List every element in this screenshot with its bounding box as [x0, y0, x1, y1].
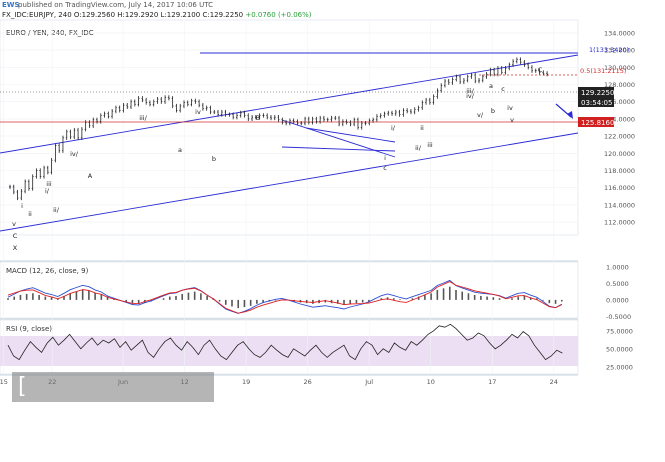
- fib-label-100: 1(133.3420): [589, 46, 629, 54]
- wave-label: ii/: [53, 206, 60, 214]
- time-tick: 17: [488, 378, 496, 386]
- wave-label: i/: [391, 124, 396, 132]
- price-grid: [0, 20, 578, 374]
- support-text: 125.8160: [581, 119, 614, 127]
- macd-panel-label: MACD (12, 26, close, 9): [6, 267, 89, 275]
- price-y-tick: 120.0000: [604, 150, 635, 158]
- wave-label: X: [13, 244, 18, 252]
- wave-label: iii: [427, 141, 433, 149]
- brand-logo: EWS: [2, 1, 20, 9]
- price-y-tick: 132.0000: [604, 47, 635, 55]
- wave-label: C: [13, 232, 18, 240]
- time-tick: Jul: [364, 378, 373, 386]
- wave-label: iv/: [70, 150, 79, 158]
- wedge-top: [281, 119, 396, 158]
- wave-label: iii/: [466, 87, 474, 95]
- wave-label: a: [489, 82, 493, 90]
- wave-label: v: [510, 116, 514, 124]
- wave-label: ii: [28, 210, 32, 218]
- wedge-mid: [305, 127, 396, 143]
- time-tick: 10: [427, 378, 435, 386]
- macd-y-tick: 0.0000: [606, 296, 629, 304]
- price-series: [9, 57, 549, 201]
- price-y-tick: 116.0000: [604, 184, 635, 192]
- wave-label: i/: [45, 187, 50, 195]
- wave-label: c: [383, 164, 387, 172]
- ohlc-open: O:129.2560: [73, 11, 116, 19]
- wave-label: ii/: [415, 144, 422, 152]
- signal-line: [7, 281, 563, 314]
- publish-info: published on TradingView.com, July 14, 2…: [18, 1, 213, 9]
- wave-label: c: [501, 85, 505, 93]
- time-tick: 15: [0, 378, 8, 386]
- rsi-band: [0, 336, 578, 366]
- ohlc-high: H:129.2920: [117, 11, 159, 19]
- price-y-tick: 118.0000: [604, 167, 635, 175]
- wedge-bottom: [281, 146, 396, 152]
- price-y-tick: 114.0000: [604, 201, 635, 209]
- watermark: [ www.instaforex.com ]: [12, 372, 241, 459]
- wave-label: i: [384, 154, 386, 162]
- wave-label: v: [12, 220, 16, 228]
- ohlc-delta: +0.0760: [245, 11, 276, 19]
- price-y-tick: 128.0000: [604, 81, 635, 89]
- price-y-tick: 134.0000: [604, 29, 635, 37]
- rsi-y-tick: 25.0000: [606, 363, 633, 371]
- price-y-axis: 112.0000 114.0000 116.0000 118.0000 120.0000…: [604, 29, 635, 226]
- wave-label: ii: [420, 124, 424, 132]
- ohlc-close: C:129.2250: [202, 11, 244, 19]
- wave-label: v/: [477, 111, 484, 119]
- wave-label: i: [21, 202, 23, 210]
- wave-label: b: [491, 107, 495, 115]
- wave-label: B: [256, 114, 260, 122]
- price-y-tick: 126.0000: [604, 98, 635, 106]
- last-price-badge: 129.2250: [578, 87, 614, 97]
- channel-lines: [0, 52, 579, 232]
- fib-label-100-text: 1(133.3420): [589, 46, 629, 54]
- macd-y-tick: 1.0000: [606, 263, 629, 271]
- wave-label: b: [212, 155, 216, 163]
- price-y-tick: 130.0000: [604, 64, 635, 72]
- price-y-tick: 122.0000: [604, 133, 635, 141]
- wave-label: iv: [195, 108, 201, 116]
- upper-channel-line: [0, 54, 579, 154]
- wave-label: iii: [46, 180, 52, 188]
- price-panel-frame: [0, 19, 579, 236]
- time-tick: 19: [242, 378, 250, 386]
- chart-area: EURO / YEN, 240, FX_IDC MACD (12, 26, cl…: [0, 19, 635, 386]
- rsi-y-tick: 75.0000: [606, 327, 633, 335]
- countdown-badge: 03:54:05: [578, 97, 614, 107]
- wave-label: iii/: [139, 114, 147, 122]
- support-badge: 125.8160: [578, 117, 614, 127]
- macd-series: 1.0000 0.5000 0.0000 -0.5000: [7, 263, 631, 321]
- wave-label: iv: [507, 104, 513, 112]
- rsi-line: [7, 323, 563, 361]
- wave-label: a: [178, 146, 182, 154]
- rsi-panel-label: RSI (9, close): [6, 325, 52, 333]
- price-y-tick: 112.0000: [604, 219, 635, 227]
- rsi-y-tick: 50.0000: [606, 345, 633, 353]
- time-tick: 24: [550, 378, 558, 386]
- countdown-text: 03:54:05: [581, 99, 612, 107]
- macd-y-tick: -0.5000: [606, 313, 631, 321]
- arrow-head: [567, 111, 573, 119]
- macd-y-tick: 0.5000: [606, 280, 629, 288]
- ohlc-low: L:129.2100: [160, 11, 201, 19]
- rsi-series: 75.0000 50.0000 25.0000: [7, 323, 633, 371]
- time-tick: 26: [304, 378, 312, 386]
- ohlc-line: FX_IDC:EURJPY, 240 O:129.2560 H:129.2920…: [2, 11, 312, 20]
- fib-label-50: 0.5(131.2115): [580, 67, 626, 75]
- price-y-tick: 124.0000: [604, 115, 635, 123]
- wave-label: iv/: [466, 92, 475, 100]
- wave-label: A: [88, 172, 93, 180]
- lower-channel-line: [0, 132, 579, 232]
- symbol-label: FX_IDC:EURJPY, 240: [2, 11, 72, 19]
- fib-label-50-text: 0.5(131.2115): [580, 67, 626, 75]
- wave-label: C: [538, 66, 543, 74]
- ohlc-change: (+0.06%): [277, 11, 312, 19]
- macd-line: [7, 279, 563, 314]
- last-price-text: 129.2250: [581, 89, 614, 97]
